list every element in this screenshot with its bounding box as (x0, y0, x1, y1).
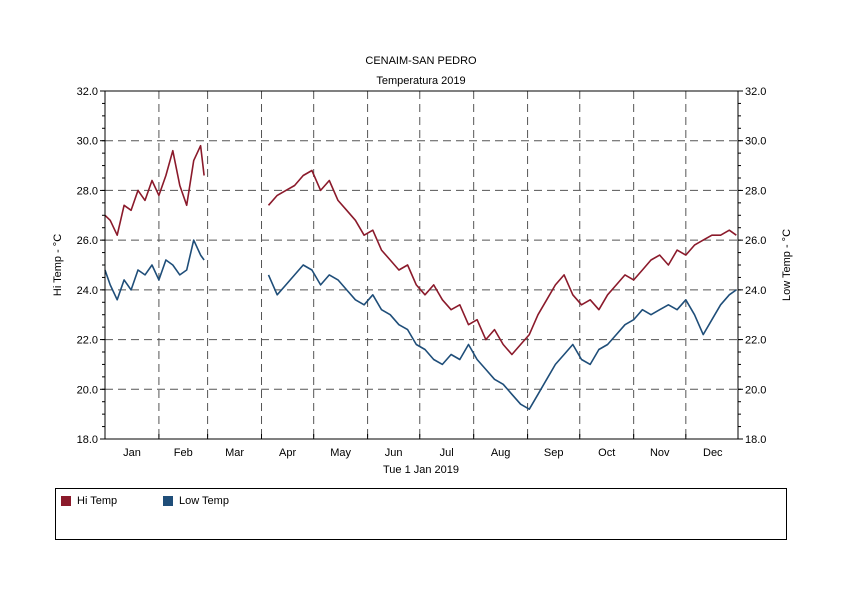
x-tick-label: Nov (650, 447, 670, 459)
y-tick-label-left: 22.0 (77, 335, 98, 347)
legend-swatch-hi-temp (61, 496, 71, 506)
y-tick-label-right: 26.0 (745, 235, 766, 247)
legend-item-low-temp: Low Temp (163, 494, 229, 508)
y-tick-label-left: 30.0 (77, 136, 98, 148)
y-axis-label-right: Low Temp - °C (781, 229, 793, 301)
x-tick-label: Jan (123, 447, 141, 459)
y-tick-label-left: 18.0 (77, 434, 98, 446)
x-tick-label: May (330, 447, 351, 459)
series-lines (104, 144, 737, 411)
low-temp-line (104, 239, 205, 301)
low-temp-line (267, 264, 737, 411)
y-tick-label-left: 24.0 (77, 285, 98, 297)
axes: 18.0 18.0 20.0 20.0 22.0 22.0 24.0 24.0 26.0 26.0… (77, 86, 767, 459)
y-tick-label-right: 30.0 (745, 136, 766, 148)
x-tick-label: Mar (225, 447, 244, 459)
legend-item-hi-temp: Hi Temp (61, 494, 117, 508)
y-tick-label-left: 26.0 (77, 235, 98, 247)
chart-subtitle: Temperatura 2019 (376, 75, 465, 87)
x-tick-label: Jun (385, 447, 403, 459)
y-tick-label-left: 32.0 (77, 86, 98, 98)
plot-area (104, 90, 739, 440)
x-tick-label: Feb (174, 447, 193, 459)
legend-label-low-temp: Low Temp (179, 495, 229, 507)
x-tick-label: Jul (440, 447, 454, 459)
hi-temp-line (104, 144, 205, 236)
x-tick-label: Dec (703, 447, 723, 459)
y-tick-label-right: 22.0 (745, 335, 766, 347)
legend-label-hi-temp: Hi Temp (77, 495, 118, 507)
hi-temp-line (267, 169, 737, 356)
x-tick-label: Apr (279, 447, 296, 459)
legend: Hi Temp Low Temp (55, 488, 787, 540)
x-axis-label: Tue 1 Jan 2019 (383, 464, 459, 476)
y-tick-label-right: 18.0 (745, 434, 766, 446)
grid-lines (105, 91, 738, 439)
x-tick-label: Aug (491, 447, 511, 459)
y-tick-label-left: 28.0 (77, 185, 98, 197)
x-tick-label: Oct (598, 447, 615, 459)
y-tick-label-left: 20.0 (77, 384, 98, 396)
legend-swatch-low-temp (163, 496, 173, 506)
y-tick-label-right: 24.0 (745, 285, 766, 297)
chart-title: CENAIM-SAN PEDRO (365, 55, 477, 67)
y-axis-label-left: Hi Temp - °C (52, 234, 64, 296)
x-tick-label: Sep (544, 447, 564, 459)
y-tick-label-right: 20.0 (745, 384, 766, 396)
y-tick-label-right: 28.0 (745, 185, 766, 197)
y-tick-label-right: 32.0 (745, 86, 766, 98)
